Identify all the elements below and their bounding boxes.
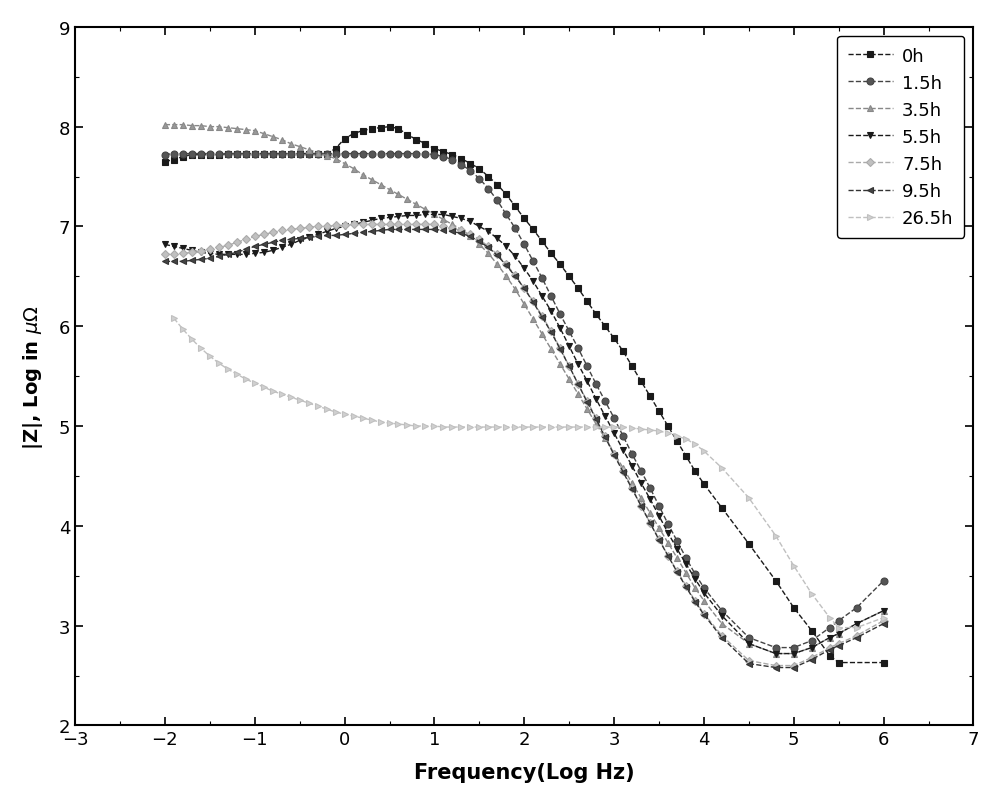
Line: 26.5h: 26.5h [170, 316, 887, 631]
X-axis label: Frequency(Log Hz): Frequency(Log Hz) [414, 762, 635, 782]
1.5h [357, 149, 369, 159]
5.5h [159, 240, 171, 250]
9.5h [348, 230, 360, 239]
26.5h [285, 393, 297, 402]
9.5h [698, 610, 710, 620]
26.5h [375, 418, 387, 427]
26.5h [518, 422, 530, 432]
9.5h [878, 619, 890, 629]
7.5h [770, 661, 782, 671]
5.5h [348, 220, 360, 230]
3.5h [770, 649, 782, 658]
0h [518, 214, 530, 224]
3.5h [878, 606, 890, 616]
26.5h [168, 314, 180, 324]
Line: 5.5h: 5.5h [161, 212, 887, 657]
5.5h [698, 588, 710, 597]
Legend: 0h, 1.5h, 3.5h, 5.5h, 7.5h, 9.5h, 26.5h: 0h, 1.5h, 3.5h, 5.5h, 7.5h, 9.5h, 26.5h [837, 37, 964, 238]
3.5h [348, 165, 360, 174]
3.5h [680, 569, 692, 578]
9.5h [428, 226, 440, 235]
1.5h [698, 583, 710, 593]
9.5h [159, 257, 171, 267]
1.5h [168, 149, 180, 159]
1.5h [770, 643, 782, 653]
7.5h [159, 251, 171, 260]
7.5h [878, 616, 890, 626]
26.5h [366, 416, 378, 426]
1.5h [159, 151, 171, 161]
7.5h [303, 223, 315, 233]
7.5h [357, 220, 369, 230]
7.5h [698, 609, 710, 618]
Line: 3.5h: 3.5h [161, 122, 887, 657]
5.5h [303, 234, 315, 243]
Line: 9.5h: 9.5h [161, 226, 887, 671]
1.5h [509, 224, 521, 234]
9.5h [384, 226, 396, 235]
7.5h [509, 271, 521, 281]
0h [635, 377, 647, 386]
Y-axis label: |Z|, Log in $\mu\Omega$: |Z|, Log in $\mu\Omega$ [21, 304, 45, 449]
Line: 0h: 0h [161, 124, 887, 666]
Line: 1.5h: 1.5h [161, 151, 887, 651]
26.5h [878, 613, 890, 622]
26.5h [833, 623, 845, 633]
1.5h [312, 149, 324, 159]
1.5h [249, 149, 261, 159]
3.5h [240, 125, 252, 135]
9.5h [509, 272, 521, 282]
26.5h [851, 623, 863, 633]
5.5h [240, 251, 252, 260]
9.5h [240, 245, 252, 255]
0h [258, 149, 270, 159]
3.5h [500, 272, 512, 282]
Line: 7.5h: 7.5h [162, 222, 886, 668]
0h [824, 651, 836, 661]
0h [878, 658, 890, 667]
5.5h [770, 649, 782, 658]
3.5h [159, 120, 171, 130]
1.5h [428, 151, 440, 161]
3.5h [689, 583, 701, 593]
0h [204, 151, 216, 161]
5.5h [878, 606, 890, 616]
5.5h [509, 252, 521, 262]
7.5h [240, 235, 252, 245]
7.5h [428, 220, 440, 230]
9.5h [770, 663, 782, 673]
7.5h [348, 220, 360, 230]
9.5h [303, 234, 315, 243]
26.5h [213, 359, 225, 369]
3.5h [303, 145, 315, 155]
0h [159, 157, 171, 167]
0h [833, 658, 845, 667]
1.5h [878, 577, 890, 586]
0h [384, 123, 396, 132]
5.5h [428, 210, 440, 220]
5.5h [419, 210, 431, 220]
0h [276, 149, 288, 159]
